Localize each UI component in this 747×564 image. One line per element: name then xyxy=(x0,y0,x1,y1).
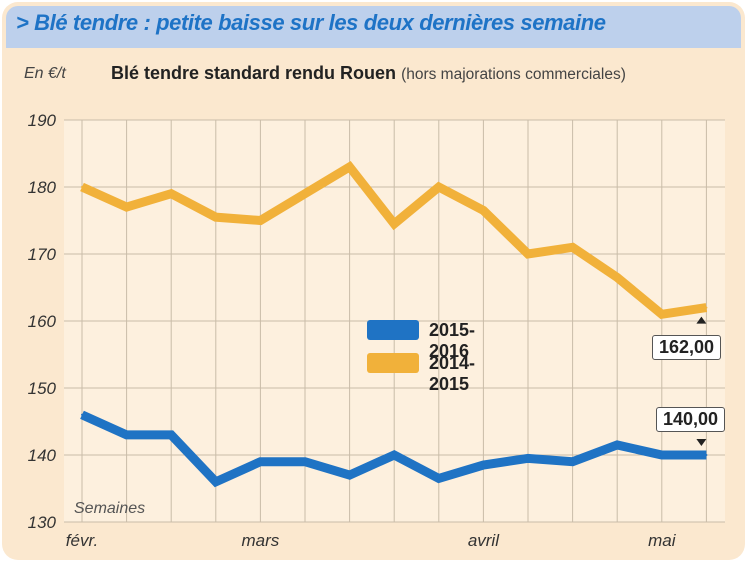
callout-2015-2016-last: 140,00 xyxy=(656,407,726,432)
chart-title: > Blé tendre : petite baisse sur les deu… xyxy=(16,10,606,35)
x-tick-label: mars xyxy=(242,531,280,550)
series-point xyxy=(304,460,306,463)
subtitle-main: Blé tendre standard rendu Rouen xyxy=(111,63,397,83)
y-tick-label: 130 xyxy=(28,513,57,532)
y-tick-label: 140 xyxy=(28,446,57,465)
series-point xyxy=(259,460,262,463)
series-point xyxy=(81,413,83,416)
legend-swatch-2015-2016 xyxy=(367,320,419,340)
series-point xyxy=(616,443,619,446)
series-point xyxy=(125,206,128,209)
series-point xyxy=(527,253,529,255)
series-point xyxy=(125,433,128,436)
legend-label-2015-2016: 2015-2016 xyxy=(429,320,476,361)
series-point xyxy=(660,454,663,456)
series-point xyxy=(348,165,351,168)
x-tick-label: févr. xyxy=(66,531,98,550)
series-point xyxy=(482,209,485,212)
series-point xyxy=(660,313,663,316)
x-tick-label: mai xyxy=(648,531,677,550)
series-point xyxy=(304,192,306,195)
y-tick-label: 180 xyxy=(28,178,57,197)
series-point xyxy=(482,464,485,467)
series-point xyxy=(705,306,708,309)
series-point xyxy=(170,433,173,436)
subtitle-note: (hors majorations commerciales) xyxy=(401,66,626,83)
legend-label-2014-2015: 2014-2015 xyxy=(429,353,476,394)
series-point xyxy=(571,460,574,463)
callout-arrow-2015-2016 xyxy=(696,439,707,446)
callout-arrow-2014-2015 xyxy=(696,316,707,324)
series-point xyxy=(214,216,217,219)
callout-2014-2015-last: 162,00 xyxy=(652,335,722,360)
title-banner: > Blé tendre : petite baisse sur les deu… xyxy=(6,6,741,48)
series-point xyxy=(437,186,440,188)
series-point xyxy=(81,186,83,188)
x-axis-label: Semaines xyxy=(74,500,145,517)
y-tick-label: 190 xyxy=(28,111,57,130)
series-point xyxy=(393,222,396,225)
y-tick-label: 170 xyxy=(28,245,57,264)
y-unit-label: En €/t xyxy=(24,65,66,82)
chart-subtitle: Blé tendre standard rendu Rouen (hors ma… xyxy=(111,63,626,84)
series-point xyxy=(348,474,351,477)
series-point xyxy=(616,276,619,279)
y-tick-label: 160 xyxy=(28,312,57,331)
series-point xyxy=(214,480,217,483)
y-tick-label: 150 xyxy=(28,379,57,398)
series-point xyxy=(393,454,396,456)
series-point xyxy=(259,219,262,222)
series-point xyxy=(571,246,574,249)
series-point xyxy=(705,454,708,456)
series-point xyxy=(527,457,529,460)
legend-swatch-2014-2015 xyxy=(367,353,419,373)
x-tick-label: avril xyxy=(468,531,500,550)
series-point xyxy=(170,192,173,195)
series-point xyxy=(437,477,440,480)
